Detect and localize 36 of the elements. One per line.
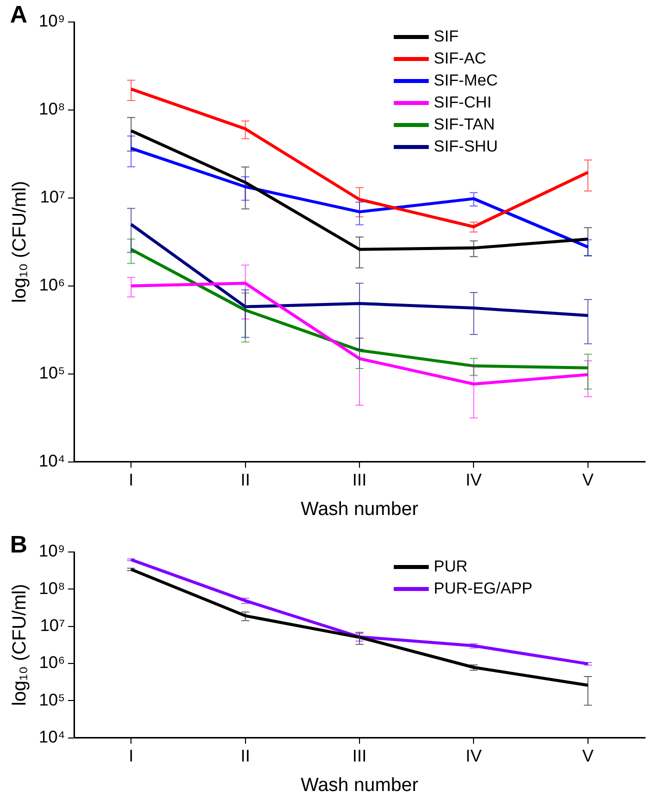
legend-label: SIF xyxy=(434,28,459,46)
chart-title: A xyxy=(10,2,28,29)
legend-label: SIF-MeC xyxy=(434,72,498,90)
y-tick-label: 10⁶ xyxy=(39,276,66,295)
x-tick-label: IV xyxy=(466,746,482,766)
y-tick-label: 10⁴ xyxy=(38,727,66,746)
x-tick-label: V xyxy=(582,470,594,490)
x-tick-label: II xyxy=(240,746,250,766)
y-axis-title: log₁₀ (CFU/ml) xyxy=(10,584,31,706)
y-tick-label: 10⁵ xyxy=(39,364,66,383)
y-axis-title: log₁₀ (CFU/ml) xyxy=(10,180,31,303)
x-tick-label: IV xyxy=(466,470,482,490)
legend-label: PUR-EG/APP xyxy=(434,580,532,598)
legend-label: SIF-TAN xyxy=(434,116,495,134)
legend-label: SIF-CHI xyxy=(434,94,492,112)
y-tick-label: 10⁹ xyxy=(38,542,66,561)
x-tick-label: III xyxy=(352,746,367,766)
x-tick-label: I xyxy=(128,746,134,766)
y-tick-label: 10⁸ xyxy=(38,578,66,598)
y-tick-label: 10⁷ xyxy=(40,188,66,207)
y-tick-label: 10⁴ xyxy=(38,451,66,470)
x-tick-label: III xyxy=(352,470,367,490)
legend-label: SIF-SHU xyxy=(434,138,498,156)
x-axis-title: Wash number xyxy=(300,498,419,520)
y-tick-label: 10⁵ xyxy=(39,690,66,710)
x-axis-title: Wash number xyxy=(300,774,419,796)
y-tick-label: 10⁸ xyxy=(38,100,66,119)
x-tick-label: II xyxy=(240,470,250,490)
legend-label: PUR xyxy=(434,558,468,576)
y-tick-label: 10⁷ xyxy=(40,616,66,636)
y-tick-label: 10⁹ xyxy=(38,12,66,31)
x-tick-label: V xyxy=(582,746,594,766)
x-tick-label: I xyxy=(128,470,134,490)
chart-title: B xyxy=(10,532,28,559)
legend-label: SIF-AC xyxy=(434,50,486,68)
y-tick-label: 10⁶ xyxy=(39,653,66,672)
